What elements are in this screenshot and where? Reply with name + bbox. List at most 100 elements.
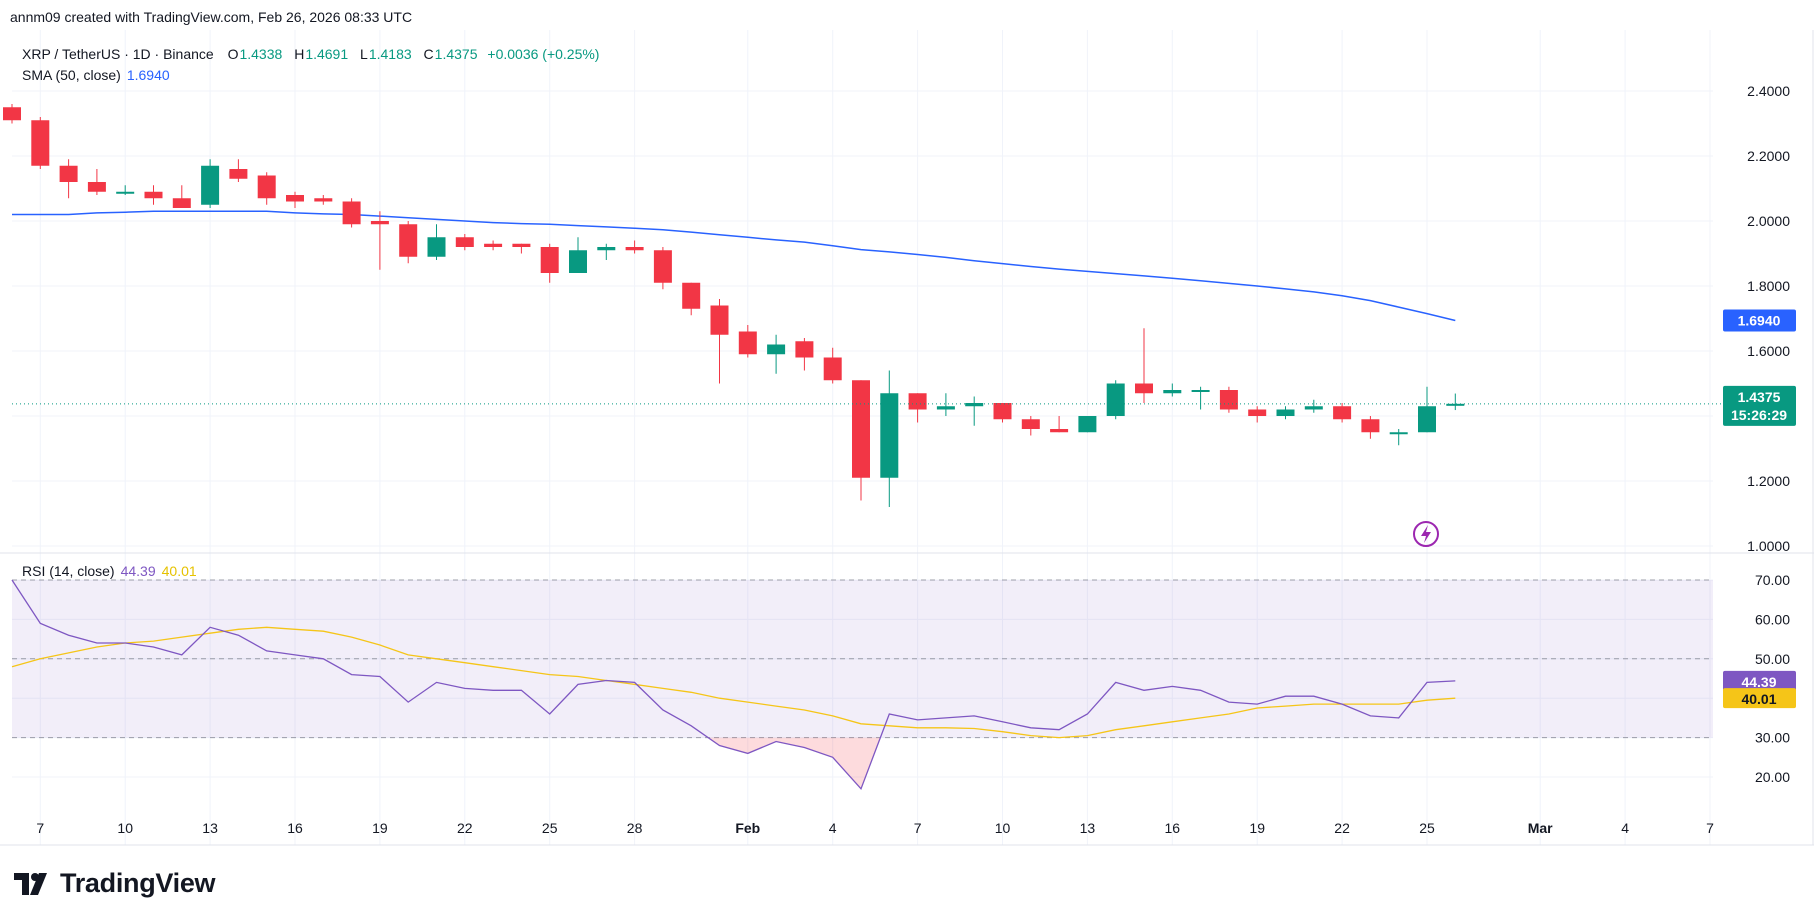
candle: [1106, 380, 1125, 420]
last-price-badge-bg: [1723, 385, 1796, 426]
price-axis-tick-label: 2.4000: [1747, 83, 1790, 99]
candle-body: [172, 198, 191, 208]
candle: [87, 169, 106, 195]
candle: [172, 185, 191, 208]
candle-body: [286, 195, 304, 202]
rsi-label: RSI (14, close): [22, 563, 115, 579]
candle-body: [682, 282, 701, 309]
rsi-ma-value: 40.01: [161, 563, 197, 579]
candle: [993, 403, 1012, 423]
candle-body: [767, 344, 786, 355]
last-price-badge: 1.4375 15:26:29: [1723, 385, 1796, 426]
time-axis-tick-label: 4: [829, 820, 837, 836]
flash-icon[interactable]: [1413, 521, 1439, 547]
last-price-badge-text: 1.4375: [1738, 389, 1781, 405]
candle: [710, 299, 729, 384]
sma-legend[interactable]: SMA (50, close) 1.6940: [22, 67, 170, 83]
candle-body: [993, 403, 1012, 420]
candle-body: [201, 165, 220, 205]
candle: [484, 240, 503, 251]
candle: [852, 380, 870, 501]
time-axis-tick-label: Feb: [735, 820, 760, 836]
candle-body: [852, 380, 870, 478]
candle-body: [540, 247, 559, 273]
rsi-line: [11, 579, 1456, 791]
time-axis-tick-label: 25: [1419, 820, 1435, 836]
candle: [569, 237, 587, 273]
rsi-value: 44.39: [120, 563, 156, 579]
candle: [229, 159, 248, 182]
candle-body: [1418, 406, 1436, 433]
candle-body: [1304, 406, 1323, 410]
rsi-ma-badge: 40.01: [1723, 688, 1796, 709]
candle: [823, 347, 842, 384]
candle: [1078, 416, 1097, 433]
candle-body: [597, 247, 616, 251]
candle: [257, 172, 276, 205]
rsi-ma-line: [11, 626, 1456, 739]
tradingview-logo-icon: [14, 872, 47, 895]
time-axis-tick-label: 7: [914, 820, 922, 836]
candle: [795, 338, 814, 371]
rsi-value-badge-bg: [1723, 670, 1796, 691]
candle: [1418, 386, 1436, 433]
candle: [144, 185, 163, 205]
time-axis-tick-label: 28: [627, 820, 643, 836]
time-axis-tick-label: 13: [1080, 820, 1096, 836]
low-label: L: [360, 46, 368, 62]
tradingview-logo-text: TradingView: [60, 868, 216, 898]
candle-body: [823, 357, 842, 381]
candle: [653, 247, 672, 290]
change-value: +0.0036 (+0.25%): [487, 46, 600, 62]
open-value: 1.4338: [239, 46, 283, 62]
price-axis-tick-label: 1.8000: [1747, 278, 1790, 294]
candle-body: [342, 201, 361, 225]
candle-body: [710, 305, 729, 335]
candle-body: [455, 237, 474, 247]
symbol-legend[interactable]: XRP / TetherUS · 1D · Binance O1.4338 H1…: [22, 46, 599, 62]
time-axis-tick-label: 22: [457, 820, 473, 836]
time-axis-tick-label: 7: [36, 820, 44, 836]
candle: [31, 117, 50, 169]
candle-body: [795, 341, 814, 358]
high-label: H: [294, 46, 305, 62]
candle: [767, 334, 786, 374]
candle: [59, 159, 78, 199]
price-axis-tick-label: 1.0000: [1747, 538, 1790, 554]
candle-body: [1248, 409, 1267, 416]
candle-body: [1446, 403, 1465, 406]
time-axis-tick-label: 25: [542, 820, 558, 836]
candle-body: [116, 191, 135, 194]
last-price-badge-text: 15:26:29: [1731, 407, 1787, 423]
candle: [1050, 416, 1069, 433]
candle: [1333, 403, 1352, 423]
candle-body: [738, 331, 757, 355]
candle-body: [59, 165, 78, 182]
sma-price-badge-bg: [1723, 309, 1796, 332]
candle: [1304, 399, 1323, 413]
time-axis-tick-label: 19: [1249, 820, 1265, 836]
open-label: O: [227, 46, 239, 62]
time-axis-tick-label: 10: [117, 820, 133, 836]
rsi-legend[interactable]: RSI (14, close) 44.39 40.01: [22, 563, 197, 579]
candle-body: [314, 198, 333, 202]
candle-body: [144, 191, 163, 199]
candle-body: [1219, 390, 1238, 410]
symbol-name: XRP / TetherUS · 1D · Binance: [22, 46, 214, 62]
rsi-value-badge-text: 44.39: [1741, 674, 1776, 690]
candle-body: [1050, 429, 1069, 433]
candle: [1248, 406, 1267, 423]
close-label: C: [423, 46, 434, 62]
candle-body: [1163, 390, 1182, 394]
time-axis-tick-label: 10: [995, 820, 1011, 836]
candle-body: [87, 182, 106, 192]
candle: [625, 240, 644, 254]
candle-body: [1276, 409, 1295, 416]
candle-body: [1361, 419, 1380, 433]
tradingview-logo[interactable]: TradingView: [14, 868, 216, 899]
candle-body: [1191, 390, 1210, 392]
time-axis-tick-label: 7: [1706, 820, 1714, 836]
candle: [201, 159, 220, 208]
candle-body: [1389, 432, 1408, 435]
